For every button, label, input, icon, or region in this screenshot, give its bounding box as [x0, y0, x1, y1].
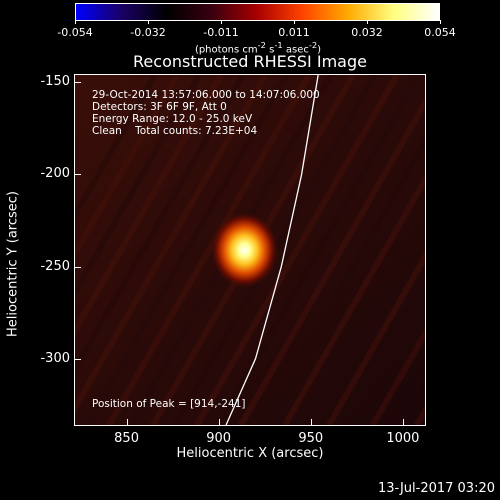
plot-title: Reconstructed RHESSI Image — [133, 52, 367, 71]
y-tick-label: -150 — [40, 74, 70, 90]
colorbar-tick-label: 0.032 — [351, 26, 383, 39]
colorbar-tick-label: 0.054 — [424, 26, 456, 39]
colorbar-tick-label: 0.011 — [278, 26, 310, 39]
x-axis-label: Heliocentric X (arcsec) — [176, 446, 324, 461]
colorbar — [75, 3, 440, 21]
noise-streak — [84, 75, 290, 425]
colorbar-tick-mark — [294, 20, 295, 24]
noise-streak — [238, 96, 425, 425]
x-tick-mark — [126, 419, 128, 425]
energy-range-text: Energy Range: 12.0 - 25.0 keV — [92, 113, 253, 125]
x-tick-mark — [402, 419, 404, 425]
noise-streak — [282, 173, 425, 425]
noise-streak — [194, 75, 400, 425]
noise-streak — [370, 327, 425, 425]
render-date: 13-Jul-2017 03:20 — [377, 481, 495, 496]
colorbar-tick-label: -0.054 — [57, 26, 93, 39]
noise-streak — [75, 75, 224, 337]
y-tick-label: -250 — [40, 258, 70, 274]
noise-streak — [106, 75, 312, 425]
colorbar-tick-mark — [440, 20, 441, 24]
x-tick-label: 900 — [206, 431, 232, 446]
y-tick-mark — [75, 266, 81, 268]
hxr-source — [210, 212, 279, 288]
x-tick-label: 850 — [114, 431, 139, 446]
colorbar-tick-label: -0.011 — [203, 26, 239, 39]
x-tick-label: 1000 — [386, 431, 420, 446]
noise-streak — [348, 289, 425, 425]
x-tick-mark — [310, 419, 312, 425]
noise-streak — [260, 135, 425, 425]
solar-limb-line — [225, 75, 319, 425]
y-tick-mark — [75, 174, 81, 176]
noise-streak — [75, 75, 158, 222]
noise-streak — [326, 250, 425, 425]
y-tick-label: -200 — [40, 166, 70, 182]
colorbar-tick-mark — [221, 20, 222, 24]
heatmap-noise-streaks — [75, 75, 425, 425]
noise-streak — [75, 75, 202, 299]
colorbar-units: (photons cm-2 s-1 asec-2) — [194, 40, 322, 56]
y-tick-mark — [75, 82, 81, 84]
peak-position-text: Position of Peak = [914,-241] — [92, 398, 246, 410]
time-range-text: 29-Oct-2014 13:57:06.000 to 14:07:06.000 — [92, 89, 320, 101]
colorbar-tick-mark — [75, 20, 76, 24]
x-tick-mark — [218, 419, 220, 425]
y-tick-label: -300 — [40, 350, 70, 366]
noise-streak — [75, 75, 268, 414]
detectors-text: Detectors: 3F 6F 9F, Att 0 — [92, 101, 227, 113]
noise-streak — [75, 75, 180, 260]
noise-streak — [75, 75, 246, 376]
colorbar-tick-mark — [367, 20, 368, 24]
heatmap-canvas — [75, 75, 425, 425]
heatmap-plot — [74, 74, 426, 426]
colorbar-tick-mark — [148, 20, 149, 24]
y-tick-mark — [75, 358, 81, 360]
x-tick-label: 950 — [298, 431, 324, 446]
y-axis-label: Heliocentric Y (arcsec) — [5, 191, 21, 337]
noise-streak — [304, 212, 425, 425]
colorbar-tick-label: -0.032 — [130, 26, 166, 39]
total-counts-text: Clean Total counts: 7.23E+04 — [92, 125, 258, 137]
